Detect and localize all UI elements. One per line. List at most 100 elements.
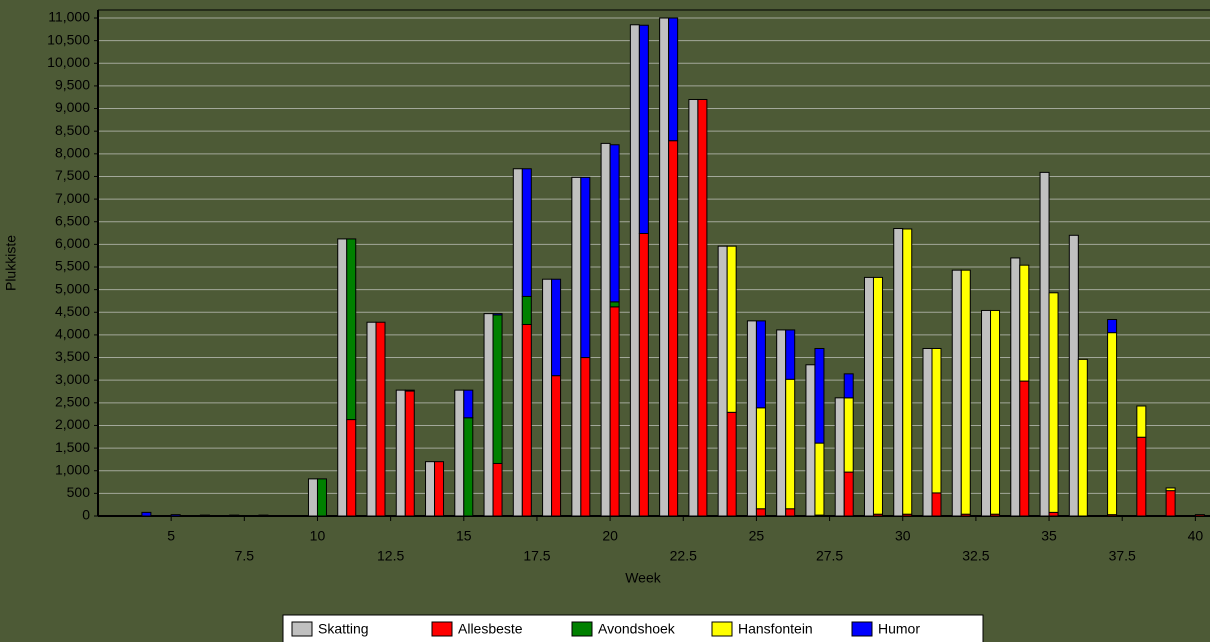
x-tick-label: 40	[1188, 528, 1204, 544]
legend-swatch	[711, 621, 733, 637]
bar-segment	[199, 514, 210, 517]
bar-segment	[141, 511, 152, 517]
bar	[834, 397, 845, 517]
y-tick-label: 2,500	[55, 394, 90, 410]
bar	[1039, 171, 1050, 517]
y-tick-label: 500	[67, 484, 91, 500]
y-tick-label: 0	[82, 507, 90, 523]
bar	[483, 313, 494, 517]
bar-segment	[316, 478, 327, 517]
bar-segment	[1019, 380, 1030, 517]
y-tick-label: 7,000	[55, 190, 90, 206]
x-tick-label: 30	[895, 528, 911, 544]
x-axis-title: Week	[625, 570, 662, 586]
x-tick-label: 15	[456, 528, 472, 544]
bar-segment	[521, 168, 532, 297]
bar-segment	[609, 306, 620, 517]
bar-segment	[755, 508, 766, 517]
bar-segment	[697, 98, 708, 517]
bar-segment	[434, 461, 445, 517]
bar	[571, 176, 582, 517]
bar-segment	[1048, 292, 1059, 513]
y-tick-label: 2,000	[55, 416, 90, 432]
bar-segment	[1136, 405, 1147, 438]
x-tick-label: 20	[602, 528, 618, 544]
bar	[746, 320, 757, 517]
bar-segment	[1019, 264, 1030, 382]
bar-segment	[843, 397, 854, 473]
bar-segment	[668, 17, 679, 142]
bar-segment	[843, 373, 854, 399]
bar-segment	[638, 24, 649, 234]
y-axis-title: Plukkiste	[3, 235, 19, 291]
bar	[688, 98, 699, 517]
bar-segment	[463, 389, 474, 419]
legend-swatch	[851, 621, 873, 637]
y-tick-label: 8,500	[55, 122, 90, 138]
legend-label: Hansfontein	[738, 621, 813, 637]
bar-segment	[258, 514, 269, 517]
bar	[1068, 234, 1079, 517]
bar-segment	[609, 144, 620, 303]
bar-segment	[551, 375, 562, 517]
bar-segment	[521, 323, 532, 517]
x-tick-label: 7.5	[235, 548, 255, 564]
bar-segment	[492, 314, 503, 464]
bar-segment	[755, 407, 766, 510]
bar-segment	[375, 321, 386, 517]
x-tick-label: 17.5	[523, 548, 550, 564]
y-tick-label: 7,500	[55, 167, 90, 183]
bar-segment	[668, 140, 679, 517]
bar-segment	[638, 232, 649, 517]
y-tick-label: 10,000	[47, 54, 90, 70]
bar-segment	[1194, 514, 1205, 517]
x-tick-label: 25	[749, 528, 765, 544]
bar	[542, 278, 553, 517]
bar-segment	[902, 228, 913, 515]
bar-segment	[843, 471, 854, 517]
bar-segment	[1107, 319, 1118, 334]
y-tick-label: 6,500	[55, 212, 90, 228]
bar-segment	[785, 508, 796, 517]
bar	[512, 168, 523, 517]
x-tick-label: 12.5	[377, 548, 404, 564]
bar	[425, 461, 436, 517]
legend-label: Avondshoek	[598, 621, 676, 637]
bar	[1010, 257, 1021, 517]
bar	[307, 478, 318, 517]
legend-swatch	[571, 621, 593, 637]
bar	[454, 389, 465, 517]
bar-segment	[551, 278, 562, 377]
bar-segment	[346, 238, 357, 421]
y-tick-label: 11,000	[48, 9, 90, 25]
legend-swatch	[291, 621, 313, 637]
bar	[922, 347, 933, 517]
y-tick-label: 4,500	[55, 303, 90, 319]
bar-segment	[960, 269, 971, 515]
bar	[863, 276, 874, 517]
bar-segment	[785, 329, 796, 380]
y-tick-label: 4,000	[55, 326, 90, 342]
bar-segment	[492, 313, 503, 316]
bar	[629, 24, 640, 517]
bar-segment	[726, 245, 737, 413]
x-tick-label: 37.5	[1109, 548, 1136, 564]
y-tick-label: 6,000	[55, 235, 90, 251]
legend-label: Humor	[878, 621, 920, 637]
bar-segment	[580, 176, 591, 359]
bar	[951, 269, 962, 517]
bar-segment	[404, 389, 415, 392]
bar-segment	[1077, 358, 1088, 517]
bar-segment	[1165, 490, 1176, 517]
bar	[366, 321, 377, 517]
x-tick-label: 32.5	[962, 548, 989, 564]
bar-segment	[990, 309, 1001, 515]
y-tick-label: 8,000	[55, 145, 90, 161]
bar-segment	[1165, 487, 1176, 492]
bar	[805, 364, 816, 517]
bar-segment	[609, 301, 620, 308]
y-tick-label: 9,500	[55, 77, 90, 93]
bar-segment	[931, 347, 942, 494]
bar-segment	[785, 378, 796, 510]
y-tick-label: 3,000	[55, 371, 90, 387]
